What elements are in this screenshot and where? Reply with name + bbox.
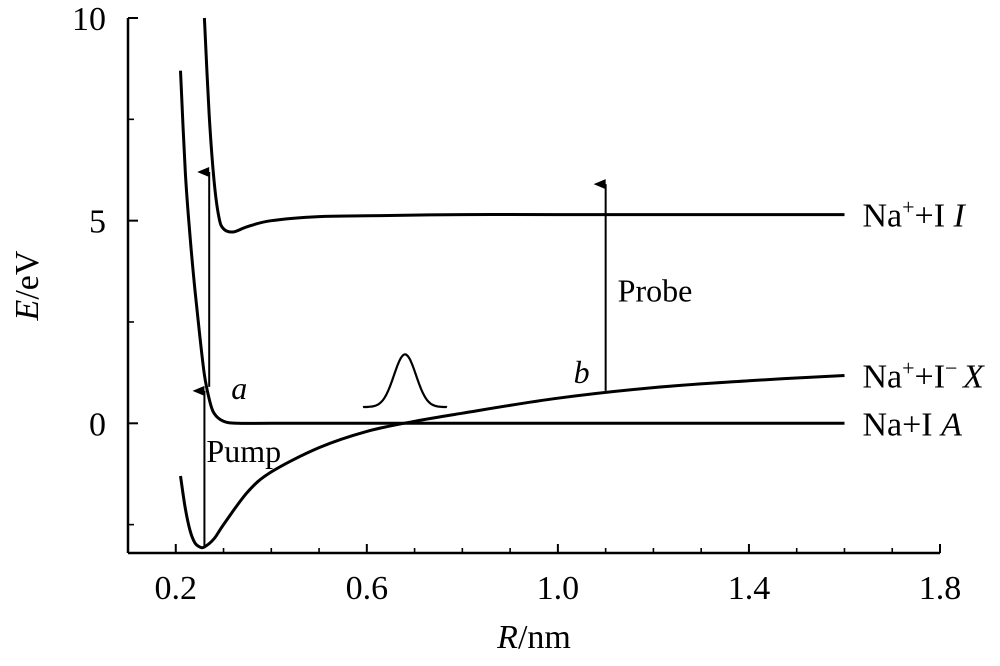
x-axis-title: R/nm [496, 619, 571, 656]
point-b-label: b [574, 354, 590, 390]
x-tick-label: 0.6 [346, 570, 389, 607]
y-axis-title: E/eV [9, 250, 46, 321]
pump-label: Pump [206, 433, 281, 469]
y-tick-label: 10 [72, 1, 106, 38]
point-a-label: a [231, 370, 247, 406]
curve-I-state [202, 17, 845, 234]
curve-X-state [179, 374, 845, 550]
curves [179, 17, 845, 550]
curve-label-X-state: Na++I− X [862, 355, 985, 396]
curve-label-I-state: Na++I I [862, 194, 966, 235]
axes [126, 18, 940, 555]
ticks: 0.2 0.6 1.0 1.4 1.8 0 5 10 [72, 1, 961, 607]
x-tick-label: 1.4 [728, 570, 771, 607]
curve-label-A-state: Na+I A [862, 406, 962, 443]
curve-A-state [179, 70, 845, 425]
y-tick-label: 5 [89, 204, 106, 241]
y-tick-label: 0 [89, 406, 106, 443]
x-tick-label: 0.2 [155, 570, 198, 607]
transition-arrows [192, 167, 607, 547]
x-tick-label: 1.0 [537, 570, 580, 607]
labels: R/nm E/eV Na++I I Na++I− X Na+I A Pump Probe a b [9, 194, 985, 656]
wavepacket-shape [362, 353, 448, 409]
probe-label: Probe [618, 273, 693, 309]
x-tick-label: 1.8 [919, 570, 962, 607]
